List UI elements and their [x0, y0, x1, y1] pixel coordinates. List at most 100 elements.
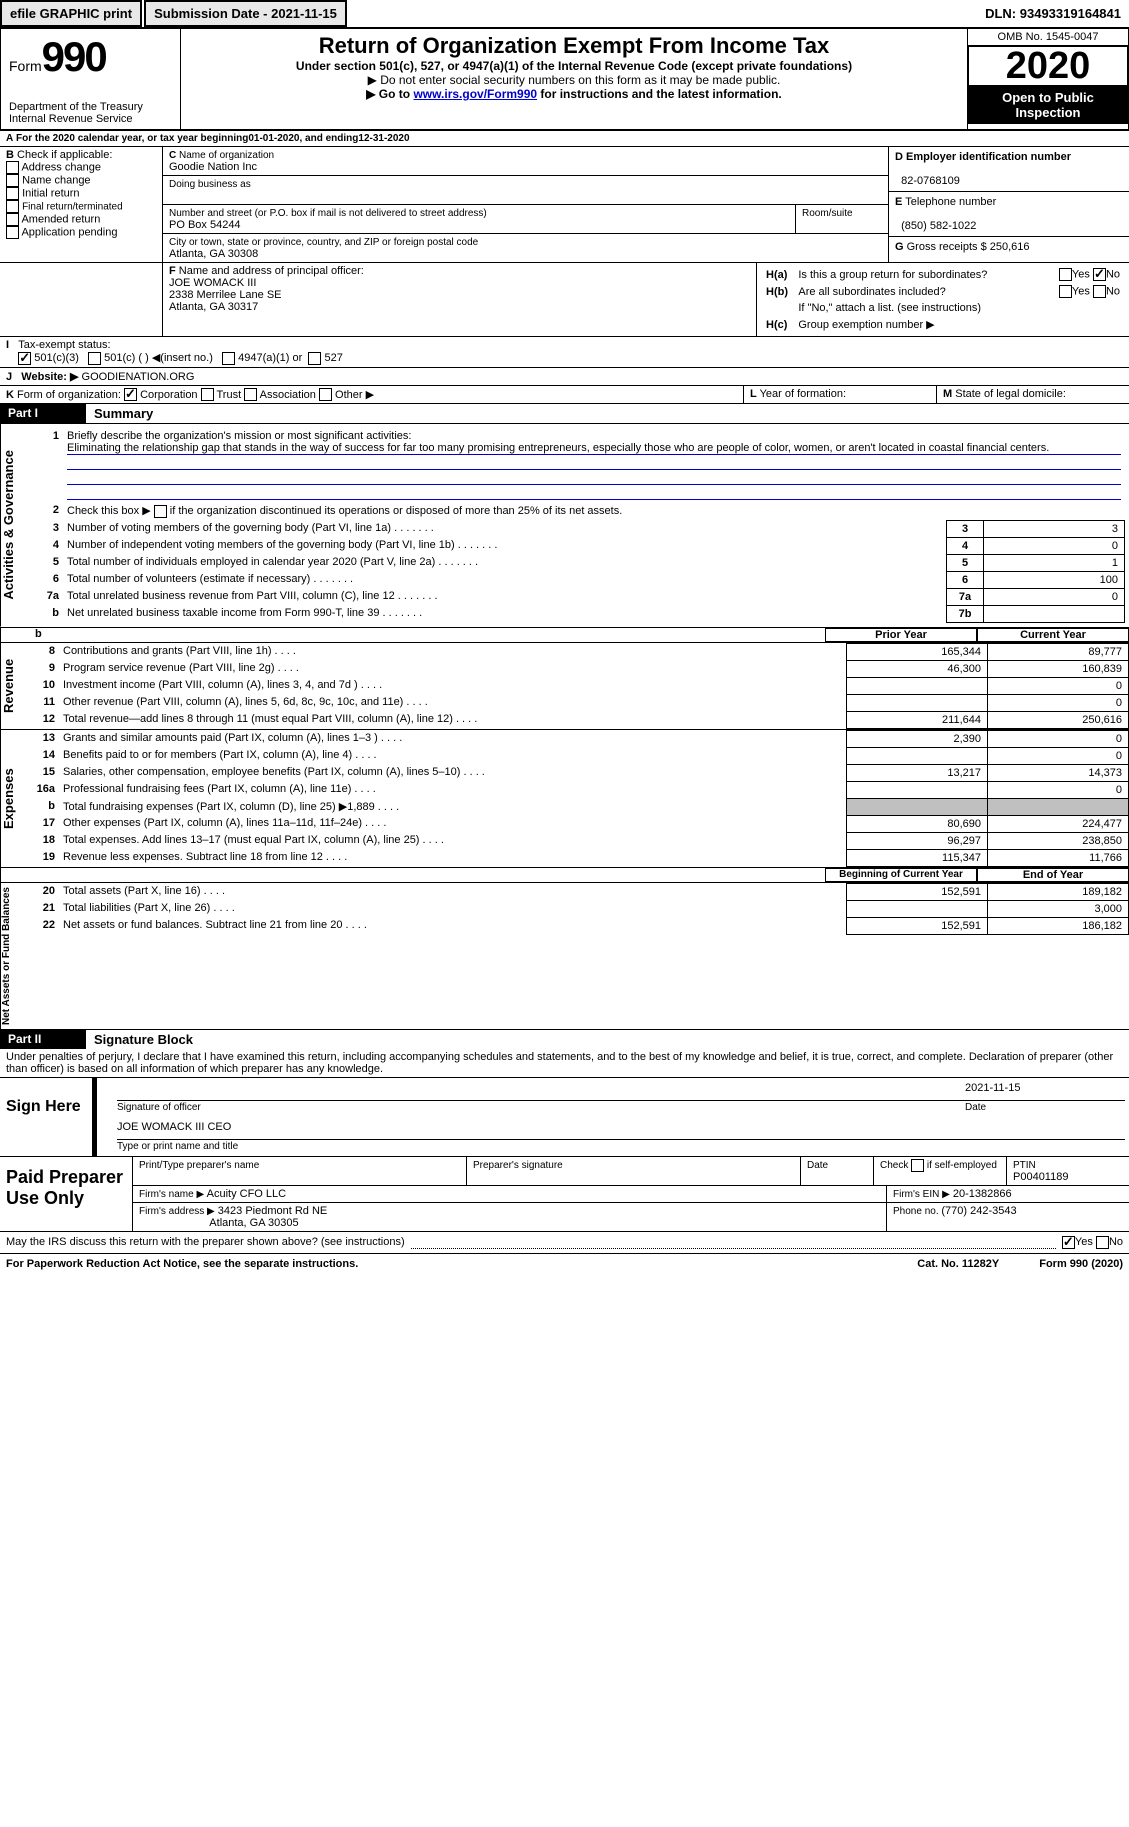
vlabel-net: Net Assets or Fund Balances [0, 883, 25, 1029]
summary-row: 3Number of voting members of the governi… [29, 520, 1125, 537]
vlabel-expenses: Expenses [0, 730, 25, 867]
date-label: Date [965, 1102, 986, 1113]
instr-goto: ▶ Go to www.irs.gov/Form990 for instruct… [189, 87, 959, 101]
cb-initial[interactable] [6, 187, 19, 200]
summary-row: 21Total liabilities (Part X, line 26) . … [25, 900, 1129, 917]
cb-ha-yes[interactable] [1059, 268, 1072, 281]
yes-2: Yes [1072, 285, 1090, 297]
cb-discuss-yes[interactable] [1062, 1236, 1075, 1249]
cb-discontinued[interactable] [154, 505, 167, 518]
summary-row: 20Total assets (Part X, line 16) . . . .… [25, 883, 1129, 900]
cb-4947[interactable] [222, 352, 235, 365]
hb-label: Are all subordinates included? [797, 284, 1039, 299]
cb-hb-yes[interactable] [1059, 285, 1072, 298]
opt-address: Address change [21, 161, 101, 173]
perjury-text: Under penalties of perjury, I declare th… [0, 1049, 1129, 1077]
opt-amended: Amended return [21, 213, 100, 225]
room-label: Room/suite [802, 208, 853, 219]
opt-corp: Corporation [140, 389, 197, 401]
a-pre: For the 2020 calendar year, or tax year … [16, 133, 248, 144]
opt-pending: Application pending [21, 226, 117, 238]
cb-501c3[interactable] [18, 352, 31, 365]
irs-link[interactable]: www.irs.gov/Form990 [413, 87, 537, 101]
type-name-label: Type or print name and title [117, 1141, 238, 1152]
part-ii-label: Part II [0, 1030, 86, 1049]
discuss-label: May the IRS discuss this return with the… [6, 1236, 405, 1249]
cb-ha-no[interactable] [1093, 268, 1106, 281]
summary-row: 7aTotal unrelated business revenue from … [29, 588, 1125, 605]
activities-section: Activities & Governance 1Briefly describ… [0, 423, 1129, 627]
col-end: End of Year [977, 868, 1129, 882]
cb-527[interactable] [308, 352, 321, 365]
cb-final[interactable] [6, 200, 19, 213]
summary-row: bTotal fundraising expenses (Part IX, co… [25, 798, 1129, 815]
cb-pending[interactable] [6, 226, 19, 239]
summary-row: 5Total number of individuals employed in… [29, 554, 1125, 571]
line-i: I Tax-exempt status: 501(c)(3) 501(c) ( … [0, 336, 1129, 367]
form-word: Form [9, 58, 42, 74]
prep-sig-label: Preparer's signature [473, 1160, 563, 1171]
firm-name-label: Firm's name ▶ [139, 1189, 204, 1200]
k-label: Form of organization: [17, 389, 121, 401]
summary-row: 18Total expenses. Add lines 13–17 (must … [25, 832, 1129, 849]
officer-typed-name: JOE WOMACK III CEO [117, 1121, 231, 1133]
opt-initial: Initial return [22, 187, 79, 199]
street: PO Box 54244 [169, 219, 241, 231]
efile-print-label[interactable]: efile GRAPHIC print [0, 0, 142, 27]
cb-corp[interactable] [124, 388, 137, 401]
d-label: Employer identification number [906, 151, 1071, 163]
officer-addr2: Atlanta, GA 30317 [169, 301, 258, 313]
paid-preparer-label: Paid Preparer Use Only [0, 1157, 133, 1231]
opt-501c3: 501(c)(3) [34, 352, 79, 364]
dept-treasury: Department of the Treasury Internal Reve… [9, 101, 172, 125]
gross-receipts: 250,616 [990, 241, 1030, 253]
cb-amended[interactable] [6, 213, 19, 226]
j-label: Website: ▶ [21, 371, 78, 383]
discuss-row: May the IRS discuss this return with the… [0, 1231, 1129, 1253]
cb-501c[interactable] [88, 352, 101, 365]
c-name-label: Name of organization [179, 150, 274, 161]
discuss-no: No [1109, 1236, 1123, 1249]
submission-date-box: Submission Date - 2021-11-15 [144, 0, 347, 27]
cb-name-change[interactable] [6, 174, 19, 187]
website: GOODIENATION.ORG [82, 371, 195, 383]
tax-year: 2020 [968, 46, 1128, 86]
print-name-label: Print/Type preparer's name [139, 1160, 259, 1171]
firm-ein-label: Firm's EIN ▶ [893, 1189, 950, 1200]
summary-row: 14Benefits paid to or for members (Part … [25, 747, 1129, 764]
firm-addr1: 3423 Piedmont Rd NE [218, 1205, 327, 1217]
city: Atlanta, GA 30308 [169, 248, 258, 260]
opt-4947: 4947(a)(1) or [238, 352, 302, 364]
cb-trust[interactable] [201, 388, 214, 401]
summary-row: 6Total number of volunteers (estimate if… [29, 571, 1125, 588]
cb-other[interactable] [319, 388, 332, 401]
cb-discuss-no[interactable] [1096, 1236, 1109, 1249]
insert-no: (insert no.) [160, 352, 213, 364]
cb-assoc[interactable] [244, 388, 257, 401]
org-name: Goodie Nation Inc [169, 161, 257, 173]
top-bar: efile GRAPHIC print Submission Date - 20… [0, 0, 1129, 28]
q1-label: Briefly describe the organization's miss… [67, 430, 411, 442]
cb-self-employed[interactable] [911, 1159, 924, 1172]
cb-address-change[interactable] [6, 161, 19, 174]
yes-1: Yes [1072, 268, 1090, 280]
dln-value: 93493319164841 [1020, 6, 1121, 21]
b-label: Check if applicable: [17, 149, 112, 161]
summary-row: 12Total revenue—add lines 8 through 11 (… [25, 711, 1129, 728]
fh-block: F Name and address of principal officer:… [0, 262, 1129, 336]
col-begin: Beginning of Current Year [825, 868, 977, 882]
opt-501c: 501(c) ( ) [104, 352, 149, 364]
part-i-bar: Part I Summary [0, 403, 1129, 423]
dln-box: DLN: 93493319164841 [977, 2, 1129, 25]
vlabel-revenue: Revenue [0, 643, 25, 729]
cb-hb-no[interactable] [1093, 285, 1106, 298]
summary-row: 16aProfessional fundraising fees (Part I… [25, 781, 1129, 798]
instr2-post: for instructions and the latest informat… [537, 87, 782, 101]
cat-no: Cat. No. 11282Y [917, 1258, 999, 1270]
form-title: Return of Organization Exempt From Incom… [189, 33, 959, 59]
paid-preparer-block: Paid Preparer Use Only Print/Type prepar… [0, 1156, 1129, 1231]
beginend-header: Beginning of Current Year End of Year [0, 867, 1129, 882]
part-i-label: Part I [0, 404, 86, 423]
ha-label: Is this a group return for subordinates? [797, 267, 1039, 282]
opt-name: Name change [22, 174, 91, 186]
